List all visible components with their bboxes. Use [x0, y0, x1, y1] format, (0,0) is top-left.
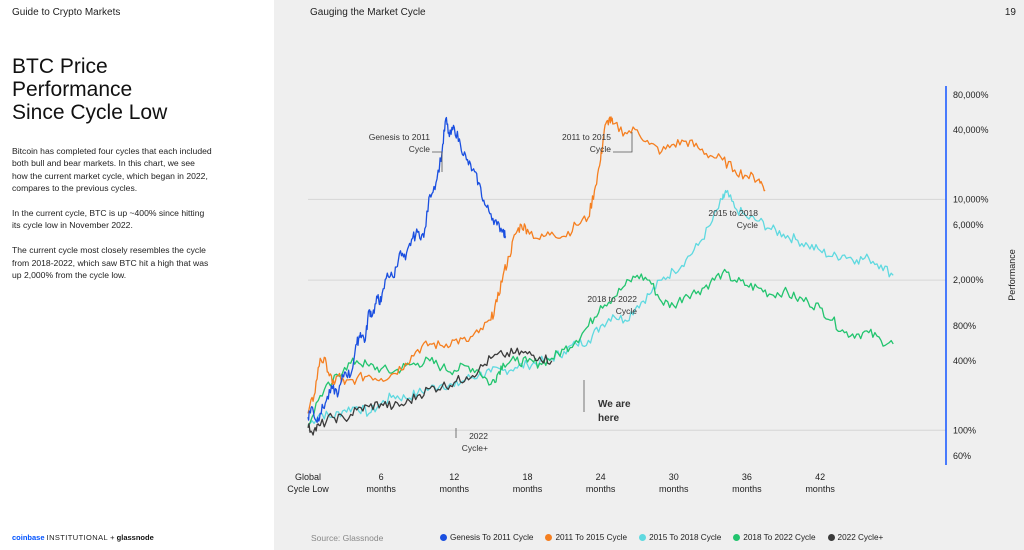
- coinbase-logo: coinbase: [12, 533, 45, 542]
- y-tick-label: 80,000%: [953, 90, 989, 100]
- we-are-here-label: here: [598, 413, 620, 424]
- body-text: Bitcoin has completed four cycles that e…: [12, 145, 212, 294]
- x-tick-label: months: [513, 484, 543, 494]
- footer-logo: coinbase INSTITUTIONAL + glassnode: [12, 533, 154, 542]
- legend-label: 2018 To 2022 Cycle: [743, 533, 816, 542]
- x-tick-label: months: [586, 484, 616, 494]
- y-tick-label: 40,000%: [953, 125, 989, 135]
- x-tick-label: months: [732, 484, 762, 494]
- institutional-label: INSTITUTIONAL: [46, 533, 109, 542]
- y-tick-label: 10,000%: [953, 194, 989, 204]
- legend-label: 2015 To 2018 Cycle: [649, 533, 722, 542]
- annotation-leader: [432, 151, 443, 172]
- annotation-label: Cycle+: [462, 443, 488, 453]
- x-tick-label: 18: [522, 472, 532, 482]
- y-tick-label: 800%: [953, 321, 976, 331]
- annotation-label: Cycle: [409, 144, 431, 154]
- legend-item-2011: 2011 To 2015 Cycle: [545, 533, 627, 542]
- y-tick-label: 2,000%: [953, 275, 984, 285]
- annotation-label: Cycle: [616, 306, 638, 316]
- y-tick-label: 60%: [953, 451, 971, 461]
- x-tick-label: 24: [596, 472, 606, 482]
- x-tick-label: 36: [742, 472, 752, 482]
- x-tick-label: 42: [815, 472, 825, 482]
- chart-panel: [274, 0, 1024, 550]
- page-title: BTC Price Performance Since Cycle Low: [12, 55, 262, 124]
- series-line-c2018: [307, 268, 894, 426]
- legend-label: 2022 Cycle+: [837, 533, 884, 542]
- legend-label: 2011 To 2015 Cycle: [555, 533, 628, 542]
- x-tick-label: 12: [449, 472, 459, 482]
- legend-dot-icon: [827, 534, 835, 541]
- x-tick-label: months: [659, 484, 689, 494]
- annotation-label: Cycle: [590, 144, 612, 154]
- title-line: Performance: [12, 78, 133, 101]
- x-tick-label: 6: [379, 472, 384, 482]
- series-line-c2011: [307, 116, 766, 414]
- source-note: Source: Glassnode: [311, 533, 384, 543]
- y-tick-label: 100%: [953, 425, 976, 435]
- paragraph: The current cycle most closely resembles…: [12, 245, 209, 281]
- title-line: Since Cycle Low: [12, 101, 168, 124]
- x-tick-label: months: [805, 484, 835, 494]
- section-title: Gauging the Market Cycle: [310, 7, 426, 18]
- x-tick-label: months: [440, 484, 470, 494]
- logo-separator: +: [110, 533, 115, 542]
- series-line-genesis: [307, 116, 507, 424]
- legend-item-2022: 2022 Cycle+: [827, 533, 884, 542]
- annotation-leader: [613, 132, 633, 153]
- series-line-c2022: [307, 347, 553, 436]
- y-axis-title: Performance: [1007, 249, 1017, 301]
- x-tick-label: months: [366, 484, 396, 494]
- title-line: BTC Price: [12, 55, 108, 78]
- x-tick-label: 30: [669, 472, 679, 482]
- chart-legend: Genesis To 2011 Cycle 2011 To 2015 Cycle…: [440, 533, 883, 542]
- legend-item-genesis: Genesis To 2011 Cycle: [440, 533, 533, 542]
- annotation-label: Cycle: [737, 220, 759, 230]
- annotation-label: 2011 to 2015: [562, 132, 611, 142]
- legend-dot-icon: [733, 534, 741, 541]
- legend-dot-icon: [440, 534, 447, 541]
- page-number: 19: [1004, 7, 1016, 18]
- legend-item-2015: 2015 To 2018 Cycle: [639, 533, 721, 542]
- legend-item-2018: 2018 To 2022 Cycle: [733, 533, 816, 542]
- legend-dot-icon: [545, 534, 553, 541]
- y-tick-label: 6,000%: [953, 220, 984, 230]
- y-tick-label: 400%: [953, 356, 976, 366]
- btc-performance-chart: 80,000% 40,000% 10,000% 6,000% 2,000% 800% 400…: [287, 86, 1017, 494]
- text-panel: [0, 0, 274, 550]
- document-title: Guide to Crypto Markets: [12, 7, 121, 18]
- legend-label: Genesis To 2011 Cycle: [450, 533, 534, 542]
- paragraph: In the current cycle, BTC is up ~400% si…: [12, 208, 205, 231]
- x-tick-label: Cycle Low: [287, 484, 329, 494]
- legend-dot-icon: [639, 534, 647, 541]
- annotation-label: 2018 to 2022: [587, 294, 637, 304]
- annotation-label: 2022: [469, 431, 488, 441]
- paragraph: Bitcoin has completed four cycles that e…: [12, 146, 212, 194]
- annotation-label: 2015 to 2018: [708, 208, 758, 218]
- glassnode-logo: glassnode: [116, 533, 154, 542]
- we-are-here-label: We are: [598, 399, 631, 410]
- x-tick-label: Global: [295, 472, 321, 482]
- annotation-label: Genesis to 2011: [369, 132, 431, 142]
